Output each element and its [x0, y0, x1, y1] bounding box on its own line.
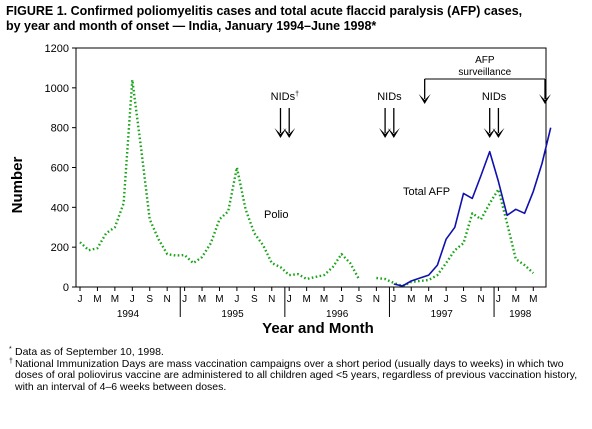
x-tick-label: N: [477, 294, 484, 305]
x-tick-label: J: [182, 294, 187, 305]
x-tick-label: J: [78, 294, 83, 305]
figure-title-line-1: FIGURE 1. Confirmed poliomyelitis cases …: [6, 4, 523, 18]
footnote-1: * Data as of September 10, 1998.: [9, 346, 588, 359]
x-tick-label: J: [496, 294, 501, 305]
x-tick-label: M: [320, 294, 328, 305]
y-tick-label: 1200: [45, 43, 69, 55]
plot-frame: [75, 47, 547, 288]
x-tick-label: M: [425, 294, 433, 305]
footnote-2-text: National Immunization Days are mass vacc…: [15, 357, 578, 393]
year-label: 1998: [509, 309, 532, 320]
nids-label: NIDs: [482, 91, 507, 103]
series-label-polio: Polio: [264, 209, 288, 221]
series-line-polio: [376, 188, 535, 288]
y-tick-label: 400: [51, 202, 69, 214]
x-tick-label: J: [444, 294, 449, 305]
footnote-2: † National Immunization Days are mass vac…: [9, 357, 588, 394]
afp-surveillance-label-2: surveillance: [458, 67, 511, 78]
y-tick-label: 600: [51, 163, 69, 175]
nids-arrow-head: [483, 128, 496, 138]
x-tick-label: J: [234, 294, 239, 305]
footnotes: * Data as of September 10, 1998. † Nationa…: [9, 346, 588, 394]
series-label-total-afp: Total AFP: [403, 186, 450, 198]
nids-arrow-head: [379, 128, 392, 138]
x-tick-label: J: [287, 294, 292, 305]
x-tick-label: M: [198, 294, 206, 305]
series-line-polio: [79, 78, 360, 281]
nids-arrow-head: [274, 128, 287, 138]
afp-surveillance-label-1: AFP: [475, 55, 495, 66]
x-tick-label: N: [268, 294, 275, 305]
x-tick-label: M: [93, 294, 101, 305]
y-tick-label: 800: [51, 123, 69, 135]
x-tick-label: M: [407, 294, 415, 305]
y-axis-label: Number: [9, 157, 26, 214]
nids-label-dagger: †: [295, 91, 299, 98]
year-label: 1994: [117, 309, 140, 320]
figure-title: FIGURE 1. Confirmed poliomyelitis cases …: [6, 4, 588, 34]
x-tick-label: J: [391, 294, 396, 305]
x-tick-label: M: [302, 294, 310, 305]
nids-arrow-head: [492, 128, 505, 138]
x-tick-label: J: [130, 294, 135, 305]
afp-surveillance-arrow-start-head: [418, 94, 431, 104]
x-tick-label: S: [356, 294, 363, 305]
x-tick-label: S: [146, 294, 153, 305]
nids-arrow-head: [283, 128, 296, 138]
nids-label: NIDs†: [271, 91, 299, 103]
series-line-total-afp: [393, 127, 552, 287]
x-tick-label: S: [460, 294, 467, 305]
x-tick-label: M: [215, 294, 223, 305]
afp-surveillance-arrow-end-head: [539, 94, 551, 104]
y-tick-label: 0: [63, 282, 69, 294]
y-tick-label: 200: [51, 242, 69, 254]
chart-series: Polio Total AFP: [79, 78, 552, 288]
x-tick-label: N: [373, 294, 380, 305]
x-tick-label: M: [111, 294, 119, 305]
x-tick-label: M: [512, 294, 520, 305]
y-tick-label: 1000: [45, 83, 69, 95]
nids-label: NIDs: [377, 91, 402, 103]
year-label: 1995: [221, 309, 244, 320]
x-tick-label: N: [164, 294, 171, 305]
year-label: 1997: [431, 309, 454, 320]
footnote-1-text: Data as of September 10, 1998.: [15, 346, 164, 358]
footnote-2-mark: †: [9, 357, 13, 365]
year-label: 1996: [326, 309, 349, 320]
x-tick-label: S: [251, 294, 258, 305]
x-tick-label: M: [529, 294, 537, 305]
x-axis-label: Year and Month: [262, 320, 374, 337]
footnote-1-mark: *: [9, 346, 12, 353]
x-tick-label: J: [339, 294, 344, 305]
nids-arrow-head: [387, 128, 400, 138]
figure-title-line-2: by year and month of onset — India, Janu…: [6, 19, 377, 33]
